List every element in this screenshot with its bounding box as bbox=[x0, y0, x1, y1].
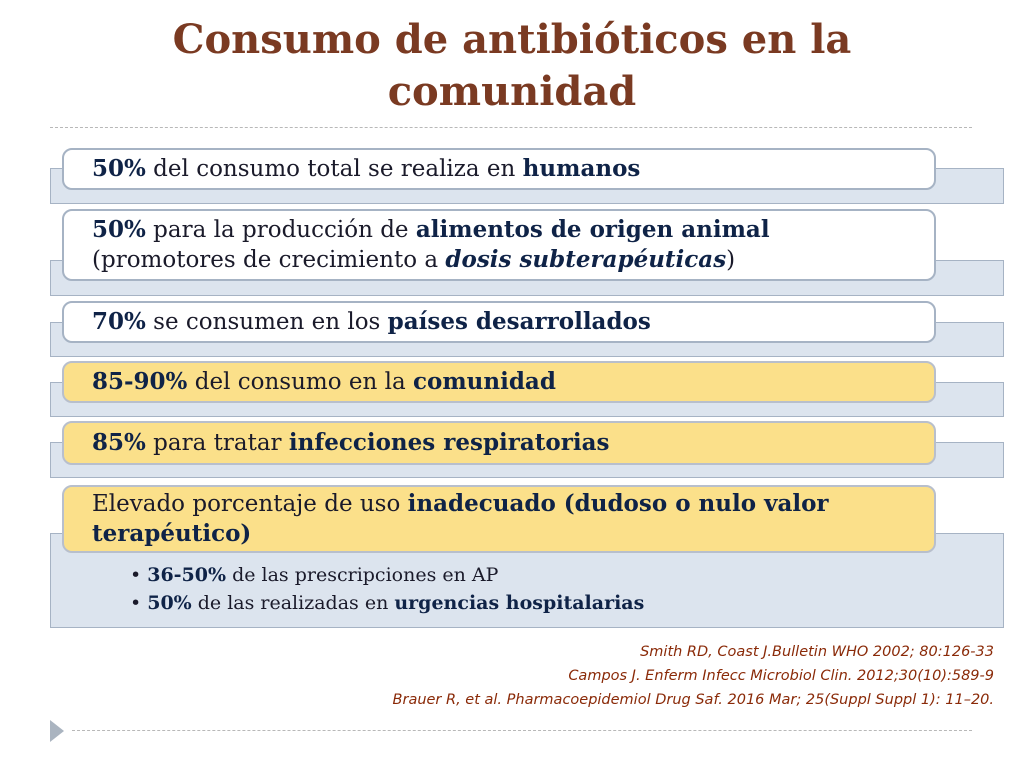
item-3: 70% se consumen en los países desarrolla… bbox=[62, 301, 936, 343]
item-4: 85-90% del consumo en la comunidad bbox=[62, 361, 936, 403]
reference-2: Campos J. Enferm Infecc Microbiol Clin. … bbox=[568, 668, 994, 684]
reference-1: Smith RD, Coast J.Bulletin WHO 2002; 80:… bbox=[640, 644, 994, 660]
item-2: 50% para la producción de alimentos de o… bbox=[62, 209, 936, 281]
item-5: 85% para tratar infecciones respiratoria… bbox=[62, 421, 936, 465]
title-divider bbox=[50, 127, 972, 128]
item-6: Elevado porcentaje de uso inadecuado (du… bbox=[62, 485, 936, 553]
slide-title: Consumo de antibióticos en la comunidad bbox=[172, 16, 852, 115]
sub-item-2: • 50% de las realizadas en urgencias hosp… bbox=[130, 592, 645, 614]
sub-item-1: • 36-50% de las prescripciones en AP bbox=[130, 564, 499, 586]
reference-3: Brauer R, et al. Pharmacoepidemiol Drug … bbox=[392, 692, 994, 708]
item-1: 50% del consumo total se realiza en huma… bbox=[62, 148, 936, 190]
footer-divider bbox=[72, 730, 972, 731]
slide-arrow-icon bbox=[50, 720, 64, 742]
references: Smith RD, Coast J.Bulletin WHO 2002; 80:… bbox=[393, 640, 994, 712]
